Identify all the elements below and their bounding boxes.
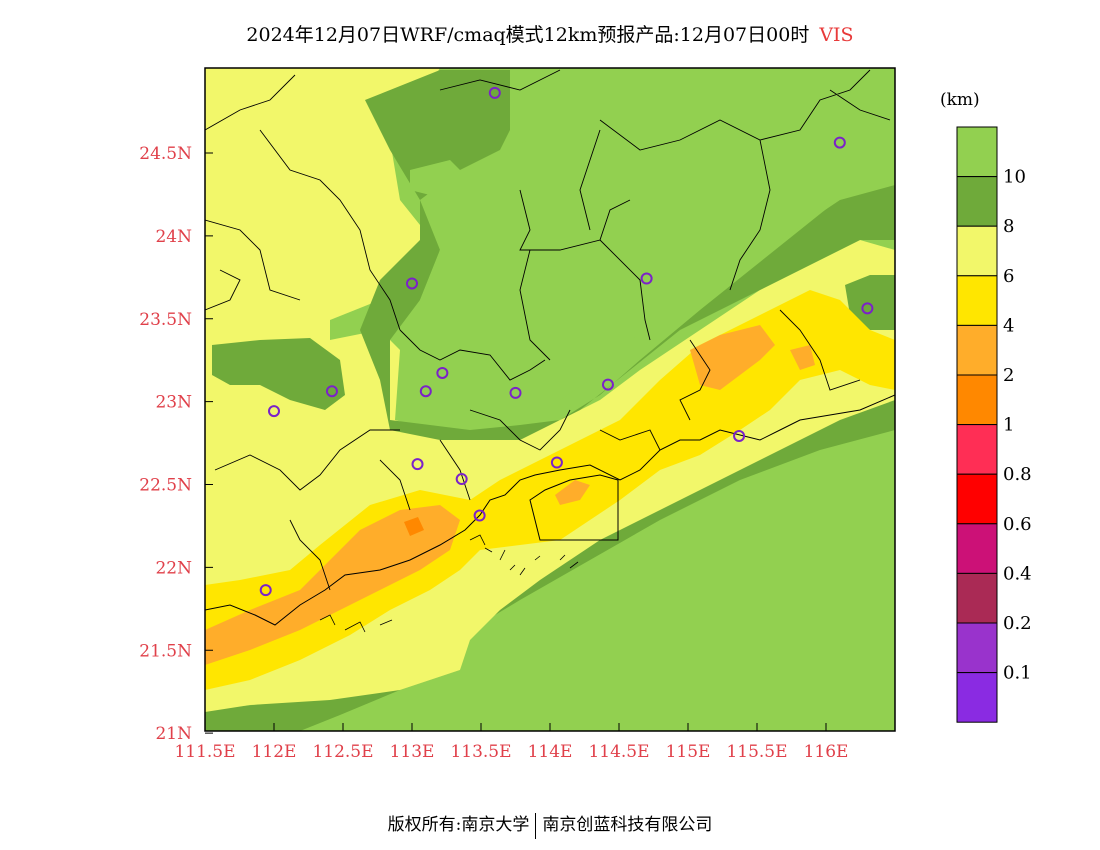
x-tick-label: 115E — [666, 742, 711, 762]
x-tick-label: 113.5E — [450, 742, 511, 762]
hk-boundary — [529, 474, 619, 541]
station-marker — [601, 378, 614, 391]
legend-swatch — [956, 523, 998, 574]
x-tick-label: 112.5E — [312, 742, 373, 762]
legend-label: 10 — [1003, 167, 1026, 188]
footer-separator — [535, 812, 537, 839]
y-tick-label: 24N — [155, 227, 192, 247]
x-tick-label: 116E — [804, 742, 849, 762]
legend-label: 4 — [1003, 315, 1014, 336]
y-tick-label: 23.5N — [139, 310, 192, 330]
station-marker — [509, 386, 522, 399]
station-marker — [640, 272, 653, 285]
legend-swatch — [956, 424, 998, 475]
legend-swatch — [956, 176, 998, 227]
station-marker — [833, 136, 846, 149]
vis-band-1-spot — [404, 517, 424, 536]
legend-swatch — [956, 275, 998, 326]
station-marker — [436, 366, 449, 379]
x-tick-label: 114E — [528, 742, 573, 762]
station-marker — [733, 429, 746, 442]
x-tick-label: 113E — [390, 742, 435, 762]
title-variable: VIS — [819, 24, 854, 46]
station-marker — [325, 385, 338, 398]
x-tick-label: 114.5E — [588, 742, 649, 762]
legend-swatch — [956, 572, 998, 624]
station-marker — [406, 277, 418, 290]
vis-band-10-interior — [410, 70, 895, 410]
legend-swatch — [956, 225, 998, 277]
station-marker — [259, 584, 272, 597]
station-marker — [488, 86, 501, 99]
vis-band-2-east — [690, 325, 775, 390]
legend-swatch — [956, 126, 998, 178]
station-marker — [411, 458, 424, 471]
legend-label: 8 — [1003, 216, 1014, 237]
station-marker — [419, 385, 432, 398]
vis-band-10-north-pocket — [410, 160, 470, 200]
title-main: 2024年12月07日WRF/cmaq模式12km预报产品:12月07日00时 — [246, 24, 810, 46]
map-plot-area — [205, 68, 895, 731]
legend-swatch — [956, 672, 998, 723]
legend-swatch — [956, 473, 998, 525]
legend-label: 0.2 — [1003, 613, 1032, 634]
legend-unit: (km) — [940, 90, 980, 110]
legend-label: 6 — [1003, 266, 1014, 287]
map-axes: 111.5E 112E 112.5E 113E 113.5E 114E 114.5E 115E… — [139, 144, 848, 762]
y-tick-label: 21N — [155, 724, 192, 744]
color-legend: 10 8 6 4 2 1 0.8 0.6 0.4 0.2 0.1 — [956, 126, 1032, 723]
station-marker — [861, 302, 874, 315]
legend-label: 0.4 — [1003, 563, 1032, 584]
footer-left: 版权所有:南京大学 — [387, 815, 530, 835]
station-marker — [550, 456, 563, 469]
station-marker — [473, 509, 486, 522]
admin-boundaries — [205, 69, 891, 591]
x-tick-label: 111.5E — [174, 742, 235, 762]
station-markers — [259, 86, 874, 597]
coastline — [205, 394, 895, 626]
legend-label: 0.8 — [1003, 464, 1032, 485]
station-marker — [268, 405, 280, 418]
x-tick-label: 112E — [252, 742, 297, 762]
copyright-footer: 版权所有:南京大学 南京创蓝科技有限公司 — [0, 810, 1100, 839]
legend-label: 2 — [1003, 365, 1014, 386]
vis-band-8-east-blob — [845, 275, 895, 330]
vis-band-2-east2 — [790, 345, 815, 370]
vis-band-8-west-blob — [212, 338, 345, 410]
vis-band-2-delta — [555, 480, 590, 505]
y-tick-label: 22.5N — [139, 476, 192, 496]
legend-swatch — [956, 374, 998, 426]
y-tick-label: 22N — [155, 558, 192, 578]
vis-band-2-west — [205, 505, 460, 665]
station-marker — [455, 473, 468, 486]
map-title: 2024年12月07日WRF/cmaq模式12km预报产品:12月07日00时 V… — [0, 20, 1100, 47]
y-tick-label: 23N — [155, 393, 192, 413]
legend-label: 1 — [1003, 415, 1014, 436]
legend-swatch — [956, 324, 998, 376]
x-tick-label: 115.5E — [726, 742, 787, 762]
legend-swatch — [956, 622, 998, 674]
y-tick-label: 21.5N — [139, 641, 192, 661]
legend-label: 0.6 — [1003, 514, 1032, 535]
islands — [319, 534, 579, 633]
y-tick-label: 24.5N — [139, 144, 192, 164]
legend-label: 0.1 — [1003, 663, 1032, 684]
footer-right: 南京创蓝科技有限公司 — [542, 815, 713, 835]
